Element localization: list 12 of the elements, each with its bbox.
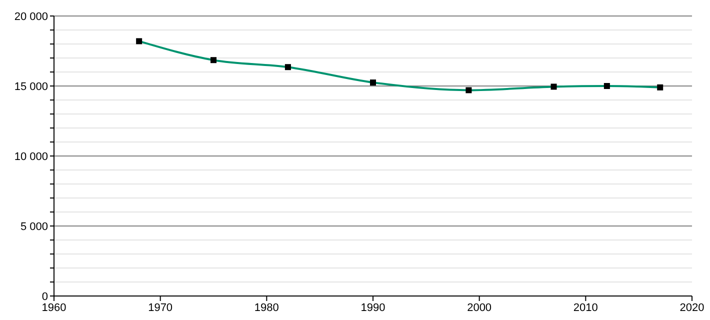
x-tick-label: 2000 bbox=[467, 302, 492, 314]
y-tick-label: 5 000 bbox=[20, 220, 48, 233]
x-tick-label: 1980 bbox=[254, 302, 279, 314]
x-tick-label: 1960 bbox=[42, 302, 66, 314]
x-tick-label: 1970 bbox=[148, 302, 173, 314]
y-tick-label: 0 bbox=[42, 290, 48, 303]
x-tick-label: 2010 bbox=[573, 302, 598, 314]
y-tick-label: 15 000 bbox=[14, 80, 48, 93]
y-tick-label: 20 000 bbox=[14, 10, 48, 23]
x-tick-label: 1990 bbox=[360, 302, 386, 314]
x-tick-label: 2020 bbox=[680, 302, 704, 314]
y-tick-label: 10 000 bbox=[14, 150, 48, 163]
